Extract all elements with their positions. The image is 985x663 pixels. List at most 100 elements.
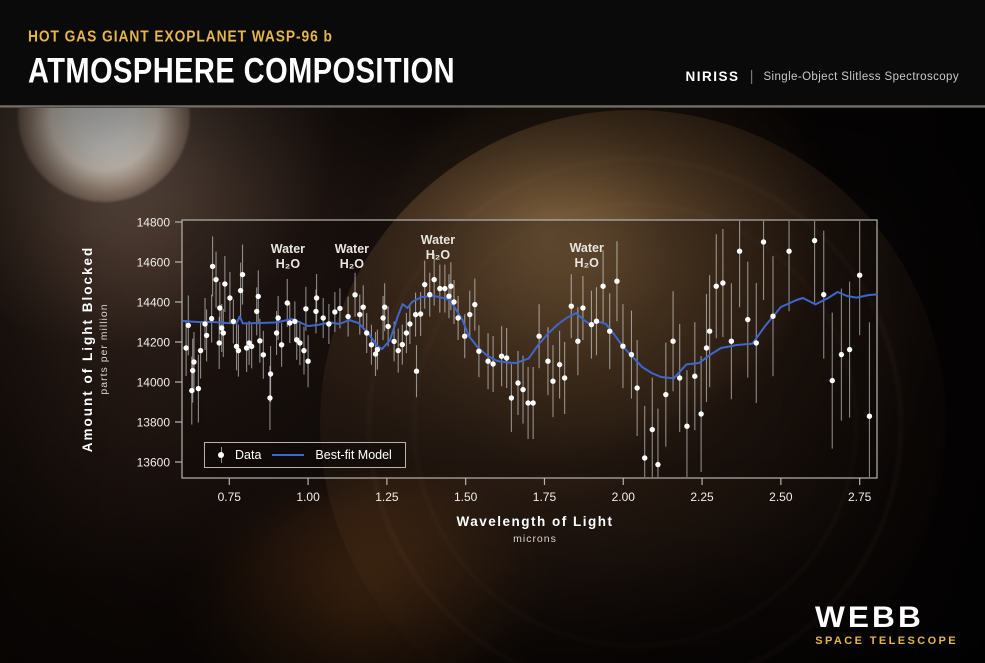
y-tick-label: 13600 [137, 456, 171, 470]
x-axis-label: Wavelength of Light [456, 514, 614, 529]
data-point [692, 373, 698, 379]
data-point [257, 338, 263, 344]
data-point [525, 400, 531, 406]
x-tick-label: 1.25 [375, 490, 399, 504]
legend-data-label: Data [235, 448, 262, 462]
data-point [255, 293, 261, 300]
data-point [326, 321, 332, 327]
data-point [580, 305, 586, 311]
data-point [195, 385, 202, 392]
data-point [856, 272, 863, 278]
data-point [670, 338, 676, 344]
data-point [208, 315, 215, 322]
data-point [442, 285, 448, 292]
header-separator: | [749, 68, 754, 85]
data-point [561, 375, 568, 381]
axis-ticks: 13600 13800 14000 14200 14400 14600 14800 0.75 1… [137, 216, 872, 505]
data-point [593, 318, 600, 324]
data-point [219, 325, 225, 331]
data-point [267, 371, 274, 377]
data-point [786, 248, 792, 254]
data-point [846, 346, 853, 353]
data-point [446, 293, 452, 299]
data-point [728, 338, 735, 344]
data-point [556, 361, 563, 368]
data-point [720, 280, 726, 286]
y-tick-label: 14200 [137, 336, 171, 350]
x-axis-title: Wavelength of Light microns [335, 514, 735, 545]
water-label: Water [335, 242, 369, 256]
header-divider [0, 105, 985, 108]
data-point [588, 321, 595, 328]
water-label: H₂O [426, 248, 451, 262]
data-point [230, 318, 237, 325]
data-point [213, 276, 219, 283]
data-point [357, 311, 363, 318]
data-points [183, 237, 873, 468]
data-point [203, 332, 210, 339]
data-point [374, 346, 381, 353]
data-point-icon [218, 447, 224, 463]
data-point [600, 283, 606, 289]
data-point [706, 328, 713, 334]
data-point [301, 347, 307, 354]
data-point [431, 276, 437, 283]
x-tick-label: 2.50 [769, 490, 793, 504]
data-point [380, 315, 386, 321]
data-point [575, 338, 581, 344]
data-point [663, 391, 669, 398]
data-point [462, 333, 468, 339]
data-point [403, 330, 410, 336]
data-point [190, 367, 196, 374]
data-point [770, 313, 776, 319]
y-tick-label: 14400 [137, 296, 171, 310]
data-point [297, 340, 303, 346]
data-point [260, 352, 267, 358]
data-point [628, 351, 635, 358]
data-point [412, 311, 419, 318]
data-point [332, 309, 338, 315]
instrument-mode: Single-Object Slitless Spectroscopy [763, 70, 959, 83]
data-point [248, 343, 255, 350]
data-point [395, 347, 401, 354]
data-point [273, 330, 280, 336]
data-point [520, 386, 526, 393]
data-point [676, 375, 683, 381]
data-point [239, 271, 246, 278]
data-point [655, 461, 661, 468]
instrument-name: NIRISS [685, 69, 740, 84]
data-point [811, 237, 818, 244]
data-point [838, 351, 845, 358]
data-point [568, 303, 574, 309]
data-point [472, 301, 478, 308]
legend-model-label: Best-fit Model [315, 448, 392, 462]
data-point [698, 411, 704, 417]
data-point [485, 358, 491, 364]
data-point [216, 340, 222, 346]
plot-frame [181, 219, 878, 479]
x-tick-label: 1.00 [296, 490, 320, 504]
y-tick-label: 14800 [137, 216, 171, 230]
data-point [191, 359, 197, 365]
x-tick-label: 2.75 [848, 490, 872, 504]
data-point [313, 295, 320, 301]
data-point [476, 348, 482, 354]
data-point [530, 400, 536, 406]
data-point [413, 368, 420, 374]
water-label: H₂O [340, 257, 365, 271]
data-point [448, 283, 454, 289]
water-label: Water [271, 242, 305, 256]
water-label: H₂O [276, 257, 301, 271]
data-point [284, 300, 290, 306]
data-point [607, 328, 613, 334]
webb-sublabel: SPACE TELESCOPE [815, 635, 958, 647]
data-point [634, 385, 640, 391]
data-point [385, 323, 391, 330]
data-point [455, 315, 461, 321]
page-title: ATMOSPHERE COMPOSITION [28, 50, 456, 90]
water-label: Water [421, 233, 455, 247]
chart-legend: Data Best-fit Model [204, 442, 406, 468]
data-point [202, 321, 208, 327]
